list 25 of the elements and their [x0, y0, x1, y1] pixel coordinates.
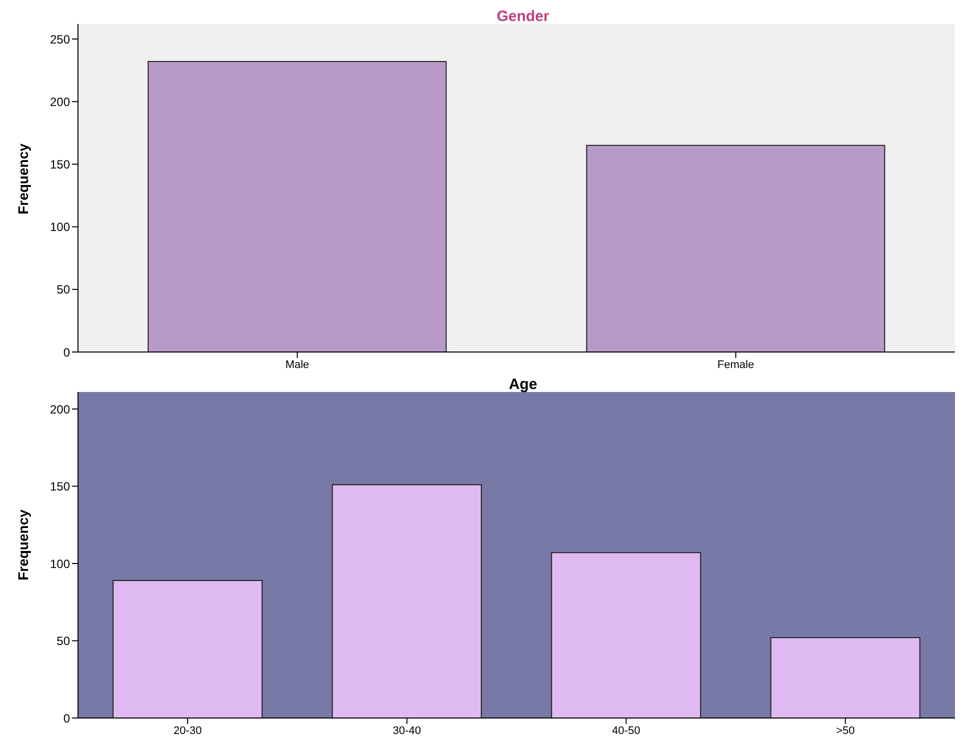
- y-axis-title: Frequency: [15, 508, 31, 582]
- y-axis-title: Frequency: [15, 142, 31, 216]
- y-tick-label: 50: [56, 282, 70, 297]
- x-tick-label: >50: [836, 724, 855, 737]
- y-tick-label: 100: [50, 220, 70, 234]
- x-tick-label: 30-40: [392, 724, 421, 737]
- bar: [770, 637, 920, 718]
- y-tick-label: 150: [50, 157, 70, 172]
- bar: [332, 484, 482, 718]
- x-tick-label: 40-50: [612, 724, 640, 737]
- chart-title: Gender: [496, 8, 550, 25]
- y-tick-label: 100: [50, 556, 70, 571]
- y-tick-label: 200: [50, 402, 70, 416]
- y-tick-label: 200: [50, 94, 70, 109]
- bar: [112, 580, 263, 718]
- x-tick-label: 20-30: [174, 724, 202, 737]
- y-tick-label: 0: [63, 345, 70, 360]
- y-tick-label: 250: [50, 32, 70, 46]
- x-tick-label: Male: [285, 358, 310, 371]
- bar: [551, 552, 702, 718]
- y-tick-label: 50: [56, 634, 70, 648]
- y-tick-label: 150: [50, 480, 70, 494]
- x-tick-label: Female: [717, 358, 754, 371]
- y-tick-label: 0: [63, 711, 70, 726]
- chart-title: Age: [508, 376, 538, 393]
